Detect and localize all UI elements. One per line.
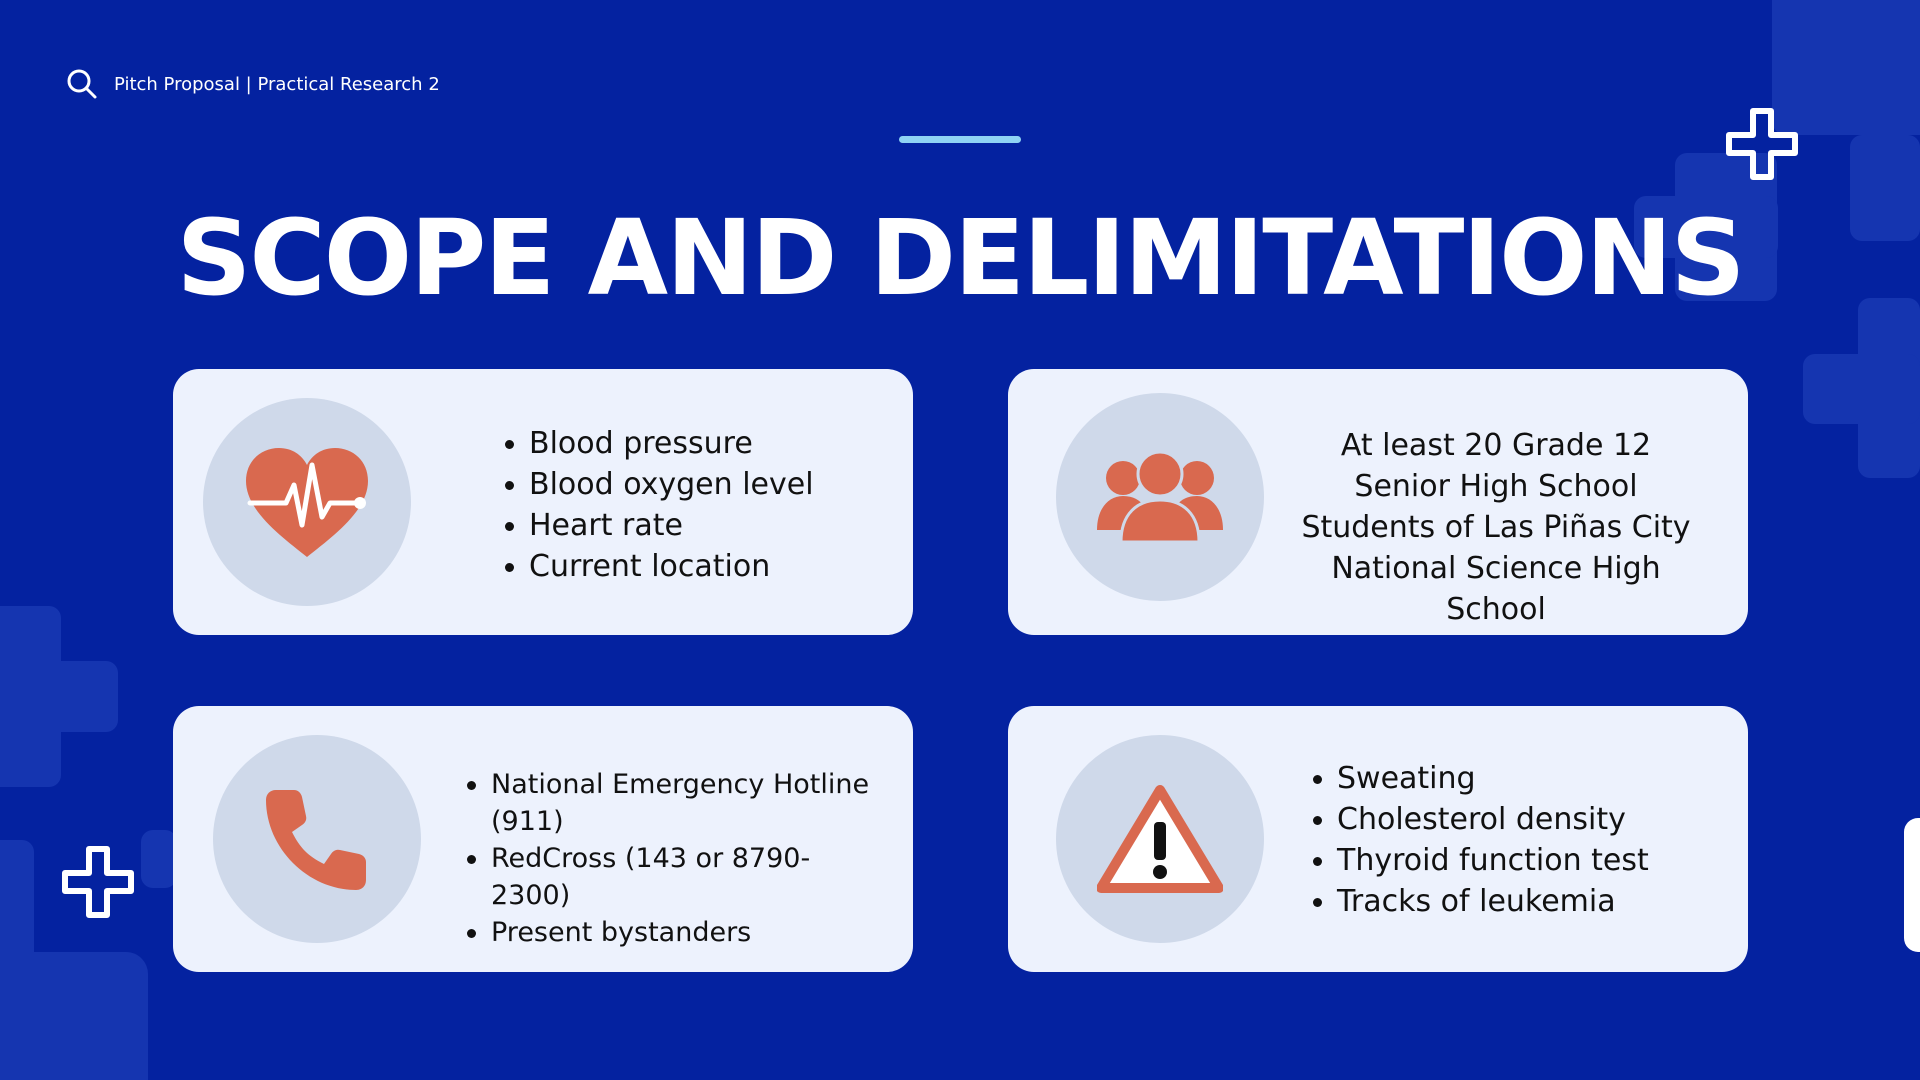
icon-circle: [1056, 735, 1264, 943]
search-icon: [67, 69, 97, 99]
background-cross-shape: [1803, 354, 1920, 424]
list-item: Cholesterol density: [1309, 799, 1649, 840]
contacts-list: National Emergency Hotline (911) RedCros…: [463, 766, 883, 951]
list-item: Blood pressure: [501, 423, 814, 464]
phone-icon: [266, 790, 366, 890]
warning-icon: [1097, 785, 1223, 893]
participants-text: At least 20 Grade 12 Senior High School …: [1301, 428, 1691, 627]
edge-tab: [1904, 818, 1920, 952]
card-vitals: Blood pressure Blood oxygen level Heart …: [173, 369, 913, 635]
page-title: SCOPE AND DELIMITATIONS: [176, 197, 1746, 319]
list-item: Thyroid function test: [1309, 840, 1649, 881]
vitals-list: Blood pressure Blood oxygen level Heart …: [501, 423, 814, 587]
heart-pulse-icon: [246, 448, 368, 557]
title-accent-line: [899, 136, 1021, 143]
background-cross-shape: [141, 830, 177, 888]
plus-outline-icon: [1726, 108, 1798, 180]
list-item: Tracks of leukemia: [1309, 881, 1649, 922]
background-cross-shape: [0, 661, 118, 732]
icon-circle: [203, 398, 411, 606]
card-contacts: National Emergency Hotline (911) RedCros…: [173, 706, 913, 972]
icon-circle: [1056, 393, 1264, 601]
list-item: Present bystanders: [463, 914, 883, 951]
list-item: Current location: [501, 546, 814, 587]
group-icon: [1097, 450, 1223, 544]
background-cross-shape: [1850, 135, 1920, 241]
list-item: National Emergency Hotline (911): [463, 766, 883, 840]
exclusions-list: Sweating Cholesterol density Thyroid fun…: [1309, 758, 1649, 922]
background-cross-shape: [1634, 196, 1778, 258]
slide-header: Pitch Proposal | Practical Research 2: [66, 66, 440, 102]
list-item: RedCross (143 or 8790-2300): [463, 840, 883, 914]
icon-circle: [213, 735, 421, 943]
list-item: Heart rate: [501, 505, 814, 546]
list-item: Sweating: [1309, 758, 1649, 799]
card-participants: At least 20 Grade 12 Senior High School …: [1008, 369, 1748, 635]
plus-outline-icon: [62, 846, 134, 918]
card-exclusions: Sweating Cholesterol density Thyroid fun…: [1008, 706, 1748, 972]
header-text: Pitch Proposal | Practical Research 2: [114, 73, 440, 95]
background-cross-shape: [0, 952, 148, 1080]
background-cross-shape: [1772, 0, 1920, 135]
list-item: Blood oxygen level: [501, 464, 814, 505]
